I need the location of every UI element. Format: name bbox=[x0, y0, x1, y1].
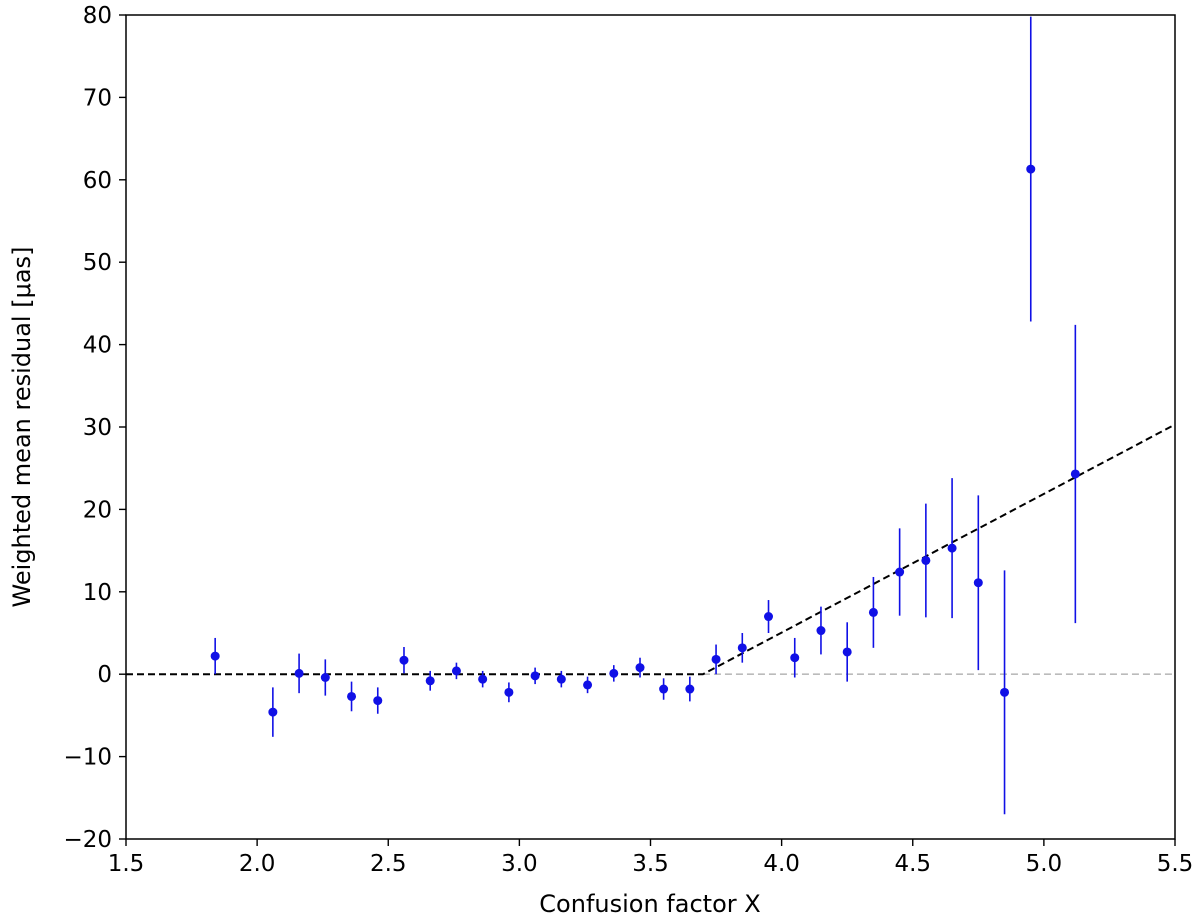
data-point bbox=[659, 684, 669, 694]
data-point bbox=[347, 691, 357, 701]
y-tick-label: 80 bbox=[83, 3, 112, 29]
data-point bbox=[425, 676, 435, 686]
x-tick-label: 2.0 bbox=[239, 851, 276, 877]
y-axis-label: Weighted mean residual [μas] bbox=[8, 247, 36, 608]
data-point bbox=[294, 668, 304, 678]
data-point bbox=[210, 651, 220, 661]
y-tick-label: 30 bbox=[83, 415, 112, 441]
y-tick-label: 50 bbox=[83, 250, 112, 276]
data-point bbox=[816, 626, 826, 636]
x-tick-label: 5.0 bbox=[1026, 851, 1063, 877]
data-point bbox=[504, 687, 514, 697]
data-point bbox=[737, 643, 747, 653]
data-point bbox=[868, 607, 878, 617]
data-point bbox=[451, 666, 461, 676]
x-tick-label: 4.5 bbox=[894, 851, 931, 877]
y-tick-label: 20 bbox=[83, 497, 112, 523]
data-point bbox=[764, 612, 774, 622]
y-tick-label: −20 bbox=[63, 827, 112, 853]
y-axis-ticks: −20 −10 0 10 20 30 40 50 60 70 80 bbox=[63, 3, 126, 853]
x-axis-label: Confusion factor X bbox=[539, 890, 760, 918]
data-point bbox=[583, 680, 593, 690]
data-point bbox=[530, 671, 540, 681]
data-point bbox=[1000, 687, 1010, 697]
data-point bbox=[711, 654, 721, 664]
data-point bbox=[399, 655, 409, 665]
y-tick-label: 10 bbox=[83, 580, 112, 606]
plot-background bbox=[126, 15, 1175, 839]
data-point bbox=[947, 543, 957, 553]
data-point bbox=[790, 653, 800, 663]
data-point bbox=[478, 674, 488, 684]
x-tick-label: 3.5 bbox=[632, 851, 669, 877]
data-point bbox=[842, 647, 852, 657]
data-point bbox=[635, 663, 645, 673]
y-tick-label: 60 bbox=[83, 168, 112, 194]
y-tick-label: 0 bbox=[97, 662, 112, 688]
data-point bbox=[373, 696, 383, 706]
data-point bbox=[556, 674, 566, 684]
data-point bbox=[895, 567, 905, 577]
y-tick-label: 70 bbox=[83, 85, 112, 111]
y-tick-label: 40 bbox=[83, 333, 112, 359]
x-tick-label: 1.5 bbox=[108, 851, 145, 877]
fit-line-layer bbox=[126, 423, 1176, 676]
data-point bbox=[1026, 164, 1036, 174]
x-tick-label: 5.5 bbox=[1157, 851, 1194, 877]
data-point bbox=[609, 668, 619, 678]
data-point bbox=[1070, 469, 1080, 479]
fit-line bbox=[126, 423, 1176, 676]
x-axis-ticks: 1.5 2.0 2.5 3.0 3.5 4.0 4.5 5.0 5.5 bbox=[108, 839, 1194, 877]
data-point bbox=[268, 707, 278, 717]
x-tick-label: 3.0 bbox=[501, 851, 538, 877]
data-point bbox=[973, 578, 983, 588]
x-tick-label: 2.5 bbox=[370, 851, 407, 877]
x-tick-label: 4.0 bbox=[763, 851, 800, 877]
data-points-layer bbox=[210, 16, 1080, 815]
data-point bbox=[685, 684, 695, 694]
data-point bbox=[320, 672, 330, 682]
data-point bbox=[921, 555, 931, 565]
y-tick-label: −10 bbox=[63, 745, 112, 771]
